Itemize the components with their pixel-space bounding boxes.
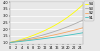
S3 bbox=[24, 39, 25, 40]
S1 bbox=[30, 40, 31, 41]
S4 bbox=[77, 9, 78, 10]
S4 bbox=[82, 4, 84, 5]
S2 bbox=[15, 41, 16, 42]
S2 bbox=[68, 31, 69, 32]
Line: S2: S2 bbox=[10, 28, 83, 43]
S4 bbox=[21, 39, 22, 40]
S3 bbox=[21, 40, 22, 41]
S4 bbox=[12, 41, 14, 42]
S4 bbox=[71, 14, 72, 15]
S3 bbox=[42, 35, 43, 36]
S4 bbox=[59, 22, 60, 23]
S3 bbox=[30, 38, 31, 39]
Line: S3: S3 bbox=[10, 20, 83, 43]
S4 bbox=[24, 38, 25, 39]
S4 bbox=[80, 7, 81, 8]
S3 bbox=[62, 28, 63, 29]
S3 bbox=[56, 30, 57, 31]
S4 bbox=[33, 35, 34, 36]
S1 bbox=[82, 32, 84, 33]
S2 bbox=[56, 34, 57, 35]
S4 bbox=[68, 16, 69, 17]
S3 bbox=[71, 25, 72, 26]
S1 bbox=[9, 42, 11, 43]
S1 bbox=[71, 34, 72, 35]
S2 bbox=[42, 37, 43, 38]
S1 bbox=[44, 38, 46, 39]
S3 bbox=[68, 26, 69, 27]
S1 bbox=[50, 37, 52, 38]
S3 bbox=[65, 27, 66, 28]
S4 bbox=[44, 30, 46, 31]
S4 bbox=[65, 18, 66, 19]
S2 bbox=[36, 38, 37, 39]
S3 bbox=[15, 41, 16, 42]
S2 bbox=[47, 36, 49, 37]
S3 bbox=[50, 32, 52, 33]
S4 bbox=[42, 31, 43, 32]
S2 bbox=[30, 39, 31, 40]
S1 bbox=[65, 35, 66, 36]
S4 bbox=[56, 24, 57, 25]
S2 bbox=[9, 42, 11, 43]
S3 bbox=[9, 42, 11, 43]
S3 bbox=[77, 22, 78, 23]
S2 bbox=[24, 40, 25, 41]
Legend: S4, S3, S2, S1: S4, S3, S2, S1 bbox=[84, 1, 94, 21]
S1 bbox=[39, 39, 40, 40]
S1 bbox=[59, 36, 60, 37]
S4 bbox=[30, 36, 31, 37]
S3 bbox=[44, 34, 46, 35]
S3 bbox=[53, 31, 54, 32]
S1 bbox=[53, 37, 54, 38]
S2 bbox=[50, 35, 52, 36]
S2 bbox=[18, 41, 19, 42]
S4 bbox=[62, 20, 63, 21]
S3 bbox=[80, 21, 81, 22]
Line: S1: S1 bbox=[10, 33, 83, 43]
S1 bbox=[21, 41, 22, 42]
S1 bbox=[12, 42, 14, 43]
S1 bbox=[36, 39, 37, 40]
S4 bbox=[9, 42, 11, 43]
S1 bbox=[74, 34, 75, 35]
S1 bbox=[27, 40, 28, 41]
S4 bbox=[27, 37, 28, 38]
S4 bbox=[50, 27, 52, 28]
S2 bbox=[80, 28, 81, 29]
S3 bbox=[33, 37, 34, 38]
S1 bbox=[18, 41, 19, 42]
S1 bbox=[77, 33, 78, 34]
S3 bbox=[47, 33, 49, 34]
S2 bbox=[82, 27, 84, 28]
S1 bbox=[80, 33, 81, 34]
Line: S4: S4 bbox=[10, 5, 83, 43]
S2 bbox=[44, 36, 46, 37]
S2 bbox=[59, 33, 60, 34]
S2 bbox=[65, 32, 66, 33]
S2 bbox=[21, 40, 22, 41]
S3 bbox=[59, 29, 60, 30]
S2 bbox=[77, 29, 78, 30]
